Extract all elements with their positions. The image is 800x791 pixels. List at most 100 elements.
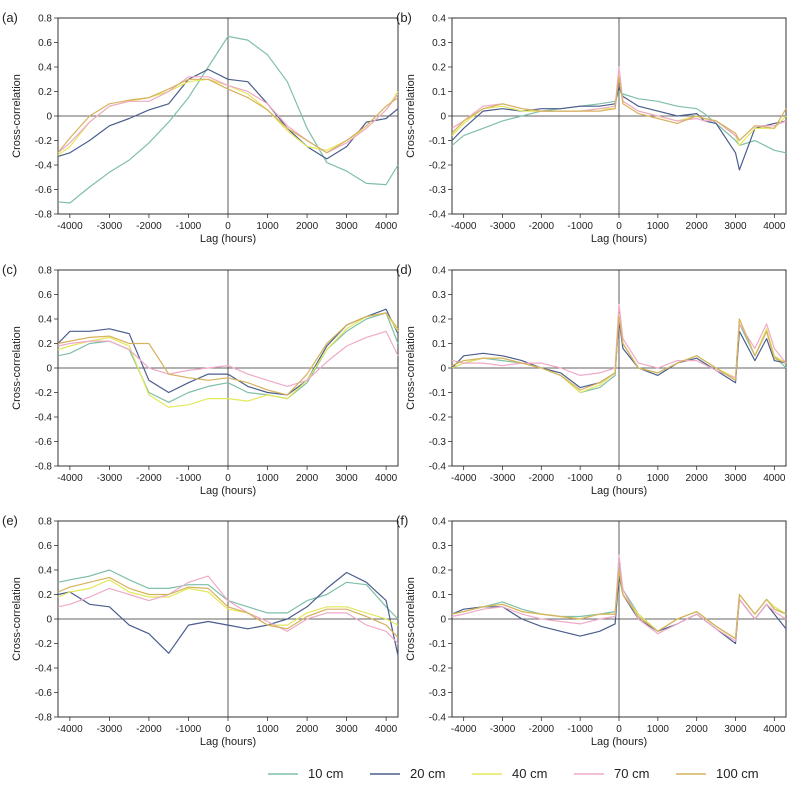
y-tick-label: -0.4 — [429, 462, 447, 473]
x-tick-label: -3000 — [97, 221, 123, 232]
x-tick-label: 3000 — [724, 473, 747, 484]
x-tick-label: 2000 — [686, 724, 709, 735]
y-tick-label: 0.4 — [432, 14, 446, 25]
x-tick-label: 3000 — [335, 221, 358, 232]
x-tick-label: 1000 — [256, 221, 279, 232]
x-axis-label: Lag (hours) — [200, 485, 256, 497]
y-tick-label: 0.8 — [38, 14, 52, 25]
x-tick-label: 4000 — [763, 473, 786, 484]
y-tick-label: 0.3 — [432, 541, 446, 552]
y-tick-label: -0.6 — [35, 185, 53, 196]
x-tick-label: -1000 — [176, 724, 202, 735]
legend-item: 40 cm — [472, 766, 547, 781]
x-tick-label: -4000 — [451, 221, 477, 232]
legend-item: 70 cm — [574, 766, 649, 781]
y-axis-label: Cross-correlation — [405, 577, 417, 661]
x-tick-label: 1000 — [647, 473, 670, 484]
x-tick-label: 0 — [616, 221, 622, 232]
y-tick-label: 0.6 — [38, 38, 52, 49]
panel-2: -0.8 -0.6 -0.4 -0.2 0 0.2 0.4 0.6 0.8 -4000 -3000 -… — [2, 262, 399, 497]
x-tick-label: -3000 — [97, 473, 123, 484]
panels: -0.8 -0.6 -0.4 -0.2 0 0.2 0.4 0.6 0.8 -4000 -3000 -… — [2, 10, 787, 748]
y-axis-label: Cross-correlation — [405, 74, 417, 158]
series-line-100cm — [451, 316, 787, 391]
series-line-100cm — [57, 312, 399, 396]
y-tick-label: 0.2 — [38, 87, 52, 98]
y-tick-label: -0.2 — [35, 388, 53, 399]
x-axis-label: Lag (hours) — [591, 485, 647, 497]
panel-label: (f) — [396, 513, 408, 528]
x-tick-label: -4000 — [451, 724, 477, 735]
legend-item: 20 cm — [370, 766, 445, 781]
y-axis-label: Cross-correlation — [405, 326, 417, 410]
panel-label: (b) — [396, 10, 412, 25]
series-line-70cm — [57, 330, 399, 387]
x-tick-label: 3000 — [724, 724, 747, 735]
panel-label: (d) — [396, 262, 412, 277]
x-tick-label: 4000 — [375, 473, 398, 484]
panel-4: -0.8 -0.6 -0.4 -0.2 0 0.2 0.4 0.6 0.8 -4000 -3000 -… — [2, 513, 399, 748]
panel-5: -0.4 -0.3 -0.2 -0.1 0 0.1 0.2 0.3 0.4 -4000 -3000 -… — [396, 513, 787, 748]
y-tick-label: -0.4 — [429, 713, 447, 724]
x-tick-label: -2000 — [136, 724, 162, 735]
x-axis-label: Lag (hours) — [591, 736, 647, 748]
y-tick-label: 0.2 — [432, 315, 446, 326]
panel-0: -0.8 -0.6 -0.4 -0.2 0 0.2 0.4 0.6 0.8 -4000 -3000 -… — [2, 10, 399, 245]
x-tick-label: -4000 — [57, 221, 83, 232]
x-tick-label: 2000 — [296, 221, 319, 232]
y-tick-label: 0.2 — [38, 339, 52, 350]
y-tick-label: -0.2 — [429, 664, 447, 675]
x-tick-label: -1000 — [567, 724, 593, 735]
y-tick-label: -0.2 — [429, 413, 447, 424]
x-tick-label: -4000 — [451, 473, 477, 484]
y-tick-label: -0.1 — [429, 639, 447, 650]
y-tick-label: 0 — [46, 112, 52, 123]
x-tick-label: -2000 — [136, 221, 162, 232]
x-tick-label: -2000 — [529, 724, 555, 735]
y-tick-label: 0.6 — [38, 541, 52, 552]
y-tick-label: 0.1 — [432, 339, 446, 350]
y-tick-label: 0.2 — [38, 590, 52, 601]
y-tick-label: 0 — [46, 615, 52, 626]
y-tick-label: 0.3 — [432, 290, 446, 301]
series-line-100cm — [57, 576, 399, 638]
series-line-70cm — [451, 554, 787, 642]
x-axis-label: Lag (hours) — [200, 233, 256, 245]
x-tick-label: 2000 — [686, 221, 709, 232]
y-tick-label: 0.4 — [38, 566, 52, 577]
x-tick-label: -1000 — [176, 473, 202, 484]
y-tick-label: 0.4 — [38, 63, 52, 74]
y-tick-label: -0.4 — [35, 413, 53, 424]
x-axis-label: Lag (hours) — [200, 736, 256, 748]
x-tick-label: 1000 — [256, 724, 279, 735]
legend: 10 cm 20 cm 40 cm 70 cm 100 cm — [268, 766, 759, 781]
y-tick-label: -0.1 — [429, 388, 447, 399]
legend-item: 10 cm — [268, 766, 343, 781]
series-line-20cm — [57, 68, 399, 160]
panel-label: (c) — [2, 262, 17, 277]
y-tick-label: -0.3 — [429, 688, 447, 699]
y-tick-label: -0.2 — [429, 161, 447, 172]
y-tick-label: 0 — [46, 364, 52, 375]
x-tick-label: -3000 — [490, 724, 516, 735]
y-tick-label: 0.6 — [38, 290, 52, 301]
x-tick-label: -4000 — [57, 473, 83, 484]
panel-1: -0.4 -0.3 -0.2 -0.1 0 0.1 0.2 0.3 0.4 -4000 -3000 -… — [396, 10, 787, 245]
y-tick-label: -0.6 — [35, 437, 53, 448]
x-tick-label: 2000 — [296, 473, 319, 484]
x-tick-label: 0 — [616, 724, 622, 735]
series-line-100cm — [451, 76, 787, 142]
series-line-10cm — [451, 90, 787, 154]
x-tick-label: -3000 — [490, 221, 516, 232]
series-line-70cm — [57, 76, 399, 154]
y-tick-label: 0.4 — [432, 517, 446, 528]
series-line-100cm — [57, 78, 399, 154]
y-tick-label: -0.8 — [35, 210, 53, 221]
x-tick-label: 2000 — [686, 473, 709, 484]
series-line-20cm — [57, 571, 399, 656]
panel-3: -0.4 -0.3 -0.2 -0.1 0 0.1 0.2 0.3 0.4 -4000 -3000 -… — [396, 262, 787, 497]
y-tick-label: -0.3 — [429, 437, 447, 448]
y-tick-label: -0.4 — [429, 210, 447, 221]
y-tick-label: 0.8 — [38, 517, 52, 528]
y-tick-label: 0.1 — [432, 590, 446, 601]
